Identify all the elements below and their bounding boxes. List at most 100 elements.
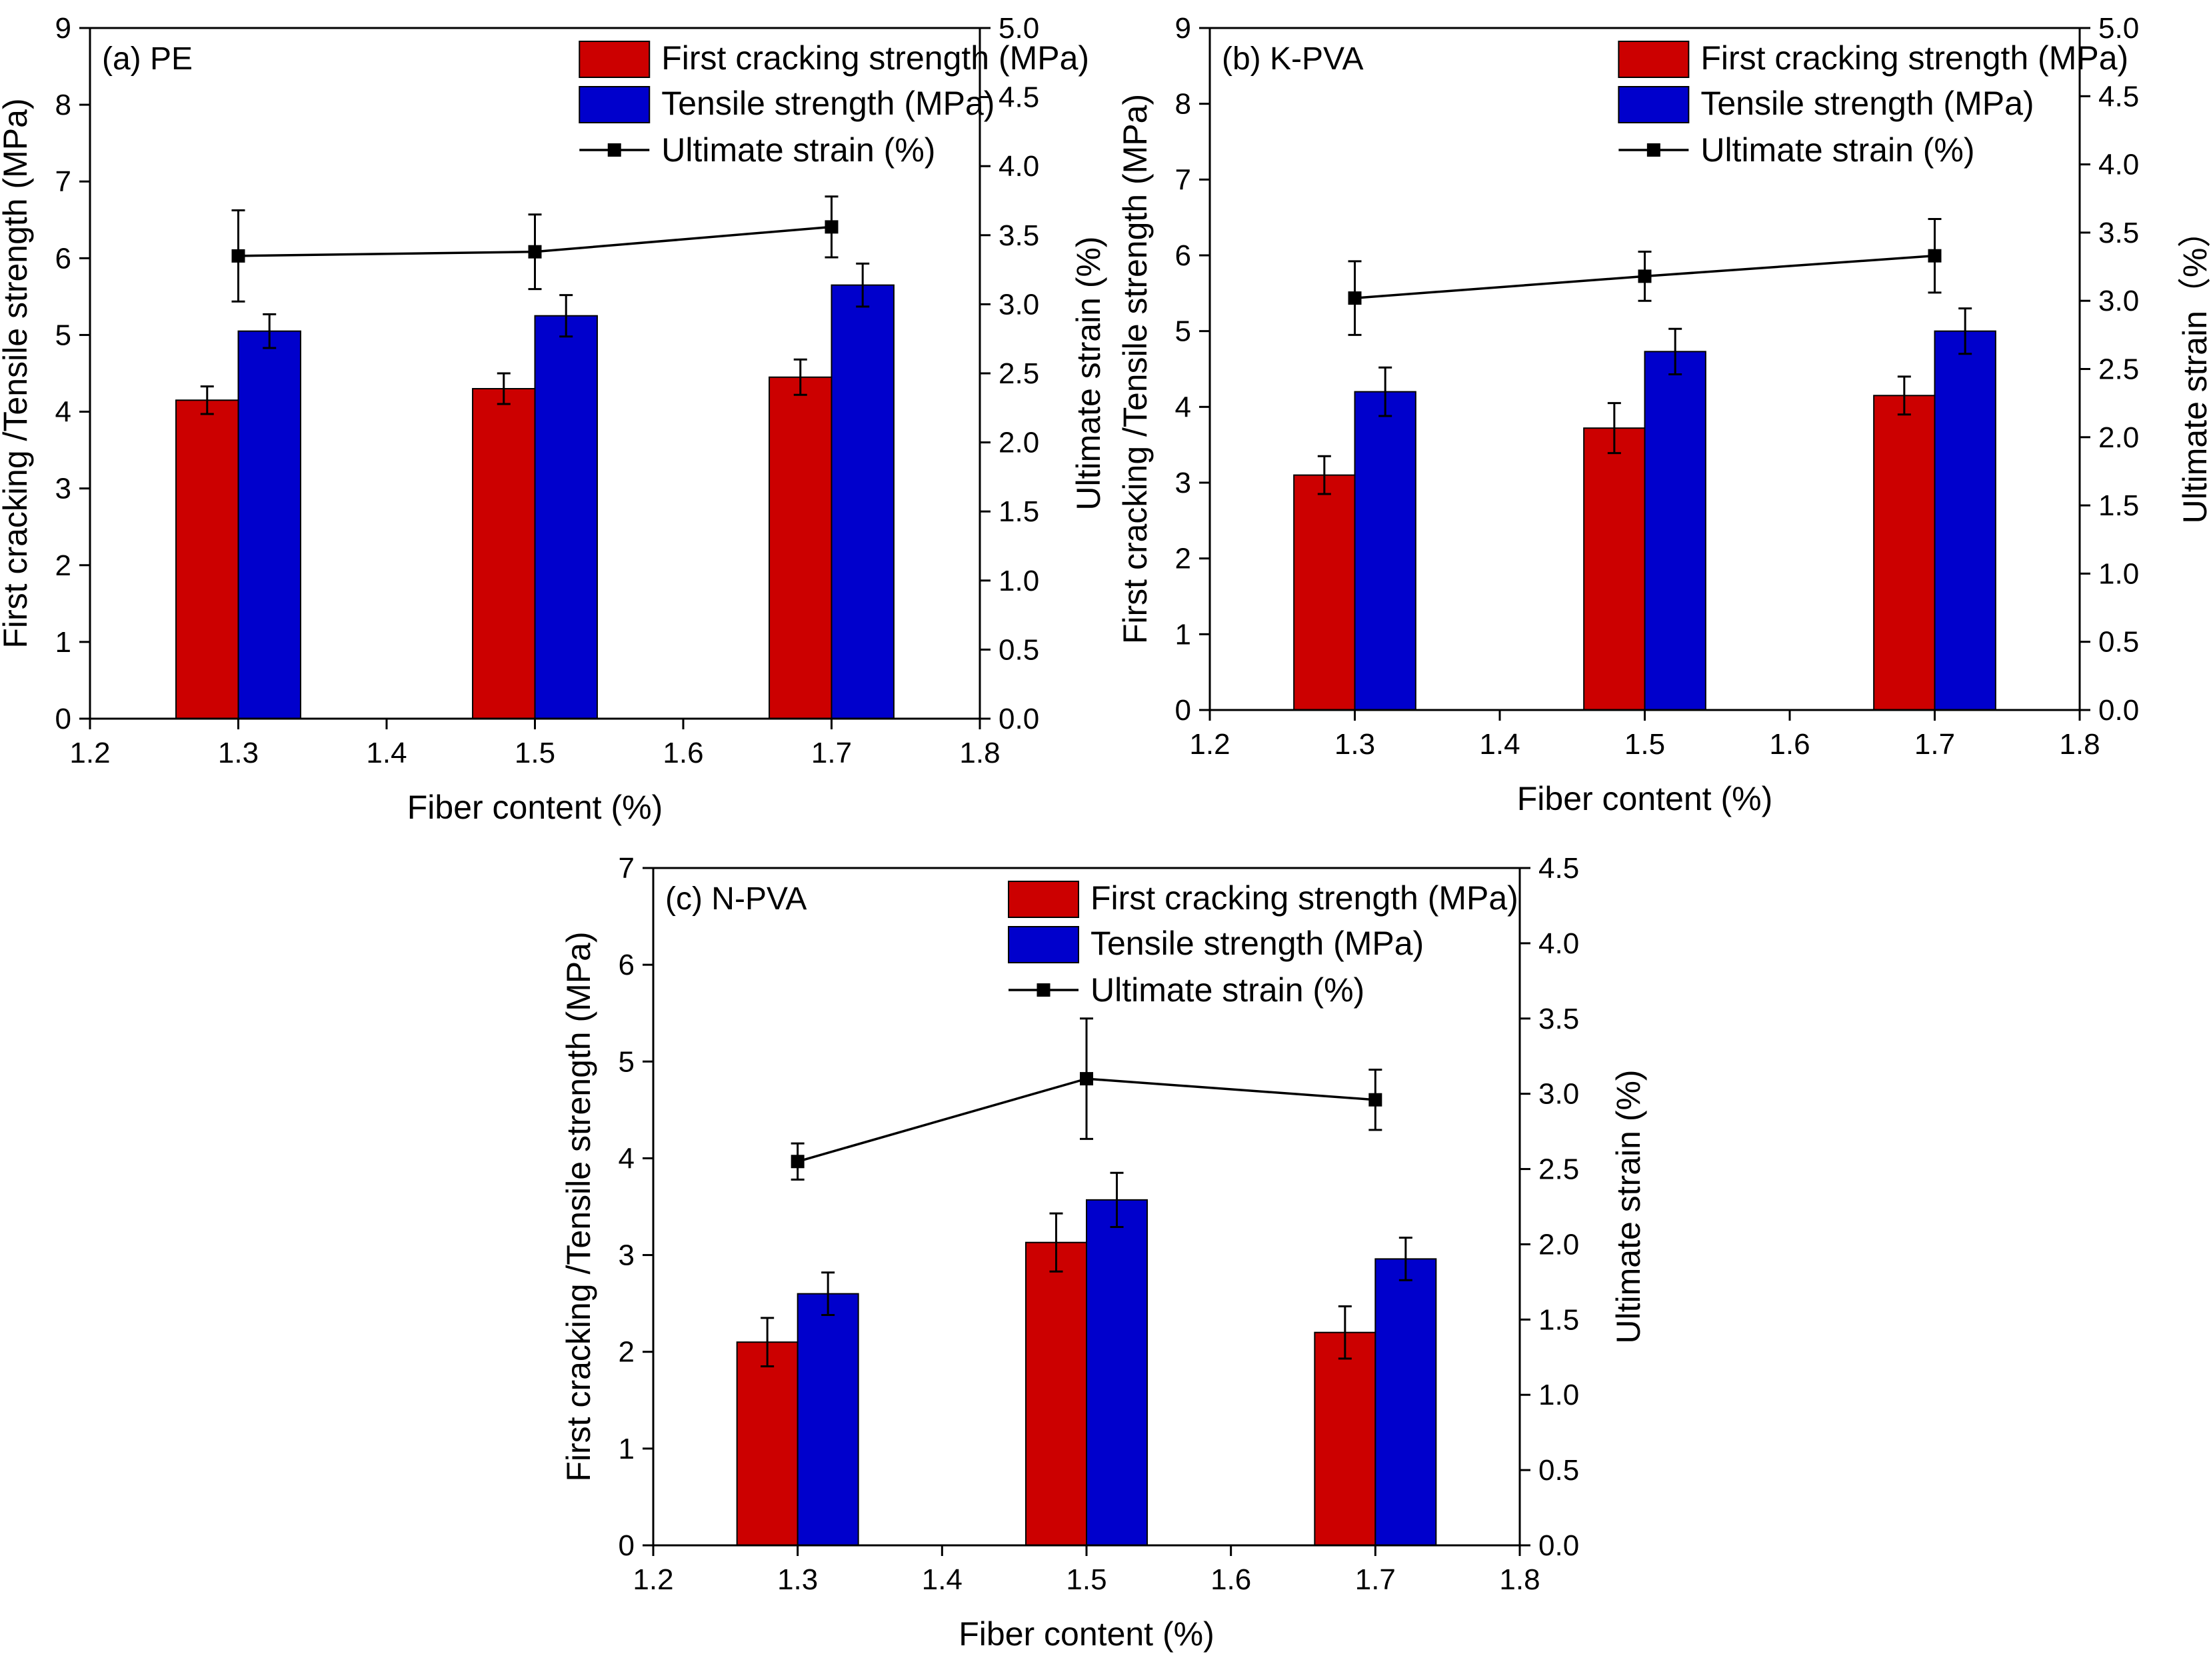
y2-tick-label-5: 2.5: [1538, 1153, 1579, 1186]
y-tick-label-4: 4: [619, 1142, 635, 1175]
legend-label-tensile: Tensile strength (MPa): [1700, 85, 2034, 122]
bar-tensile-0: [797, 1293, 859, 1546]
strain-point-1: [528, 245, 542, 259]
y-tick-label-3: 3: [55, 473, 71, 505]
legend-swatch-tensile: [579, 86, 651, 123]
legend-label-strain: Ultimate strain (%): [1700, 131, 1974, 169]
y-tick-label-1: 1: [619, 1433, 635, 1465]
bar-first-cracking-0: [736, 1341, 799, 1546]
x-tick-label-4: 1.6: [1769, 728, 1810, 761]
chart-panel-n-pva: 1.2 1.3 1.4 1.5 1.6 1.7 1.8 0 1 2 3 4 5 6 7 0.0 0.5 1.0 1.…: [560, 852, 1647, 1653]
y2-tick-label-3: 1.5: [1538, 1303, 1579, 1336]
strain-point-1: [1638, 269, 1652, 283]
bar-first-cracking-0: [1293, 474, 1356, 711]
y-tick-label-3: 3: [619, 1239, 635, 1272]
y2-axis-title: Ultimate strain (%): [1610, 1069, 1647, 1343]
strain-point-2: [825, 220, 839, 234]
x-tick-label-1: 1.3: [777, 1563, 818, 1596]
y-tick-label-9: 9: [1175, 12, 1191, 45]
y-tick-label-5: 5: [1175, 315, 1191, 348]
y-tick-label-5: 5: [55, 319, 71, 351]
y-tick-label-4: 4: [1175, 391, 1191, 423]
strain-point-1: [1080, 1072, 1093, 1086]
bar-tensile-1: [1644, 351, 1706, 711]
x-tick-label-1: 1.3: [218, 737, 259, 769]
bar-tensile-0: [237, 330, 301, 719]
x-tick-label-2: 1.4: [1479, 728, 1520, 761]
x-tick-label-5: 1.7: [1914, 728, 1955, 761]
x-tick-label-0: 1.2: [1189, 728, 1230, 761]
y2-tick-label-2: 1.0: [2098, 557, 2139, 590]
y2-axis-title: Ultimate strain (%): [1070, 236, 1107, 510]
bar-first-cracking-1: [1025, 1241, 1087, 1547]
panel-label: (c) N-PVA: [665, 881, 807, 917]
y2-tick-label-0: 0.0: [2098, 694, 2139, 727]
legend-label-tensile: Tensile strength (MPa): [1091, 925, 1424, 962]
y2-tick-label-10: 5.0: [999, 12, 1039, 45]
y2-tick-label-10: 5.0: [2098, 12, 2139, 45]
y2-tick-label-3: 1.5: [999, 495, 1039, 528]
y-tick-label-0: 0: [619, 1529, 635, 1562]
x-tick-label-5: 1.7: [1355, 1563, 1396, 1596]
strain-point-0: [791, 1155, 805, 1169]
y-tick-label-6: 6: [1175, 239, 1191, 272]
y-tick-label-4: 4: [55, 396, 71, 429]
y2-tick-label-7: 3.5: [2098, 217, 2139, 249]
y2-tick-label-7: 3.5: [1538, 1003, 1579, 1035]
y2-tick-label-6: 3.0: [2098, 285, 2139, 317]
y2-axis-title: Ultimate strain（%）: [2176, 215, 2211, 524]
x-axis-title: Fiber content (%): [407, 789, 663, 826]
y-tick-label-1: 1: [1175, 618, 1191, 651]
y2-tick-label-1: 0.5: [1538, 1454, 1579, 1487]
legend-marker-strain: [1037, 983, 1051, 997]
legend-label-strain: Ultimate strain (%): [1091, 971, 1364, 1009]
y2-tick-label-4: 2.0: [1538, 1228, 1579, 1261]
legend-marker-strain: [1646, 143, 1660, 157]
legend-swatch-first-cracking: [1008, 881, 1079, 918]
x-tick-label-6: 1.8: [959, 737, 1000, 769]
y-tick-label-7: 7: [1175, 163, 1191, 196]
y-tick-label-0: 0: [55, 703, 71, 735]
bar-tensile-2: [1934, 330, 1996, 711]
y-tick-label-7: 7: [55, 165, 71, 198]
chart-panel-k-pva: 1.2 1.3 1.4 1.5 1.6 1.7 1.8 0 1 2 3 4 5 6 7 8 9 0.0 0.5 1.0…: [1116, 12, 2211, 817]
panel-label: (b) K-PVA: [1222, 41, 1363, 77]
legend-swatch-tensile: [1618, 86, 1690, 123]
bar-first-cracking-1: [472, 388, 536, 719]
legend-label-tensile: Tensile strength (MPa): [661, 85, 995, 122]
y2-tick-label-5: 2.5: [999, 357, 1039, 390]
bar-first-cracking-2: [769, 376, 833, 719]
y2-tick-label-2: 1.0: [1538, 1379, 1579, 1411]
panel-label: (a) PE: [102, 41, 193, 77]
legend-label-first-cracking: First cracking strength (MPa): [1700, 39, 2128, 77]
bar-first-cracking-2: [1314, 1331, 1376, 1546]
x-tick-label-3: 1.5: [515, 737, 555, 769]
x-tick-label-2: 1.4: [922, 1563, 963, 1596]
y-axis-title: First cracking /Tensile strength (MPa): [1116, 94, 1154, 644]
bar-tensile-0: [1354, 391, 1416, 711]
y2-tick-label-2: 1.0: [999, 565, 1039, 597]
y-tick-label-7: 7: [619, 852, 635, 885]
y-tick-label-6: 6: [55, 242, 71, 275]
legend-marker-strain: [607, 143, 621, 157]
y-axis-title: First cracking /Tensile strength (MPa): [0, 98, 34, 648]
legend-label-first-cracking: First cracking strength (MPa): [661, 39, 1089, 77]
legend-swatch-first-cracking: [579, 41, 651, 78]
x-tick-label-4: 1.6: [1210, 1563, 1251, 1596]
y-tick-label-3: 3: [1175, 467, 1191, 499]
y-tick-label-2: 2: [55, 549, 71, 582]
y-tick-label-2: 2: [1175, 543, 1191, 575]
x-axis-title: Fiber content (%): [959, 1615, 1214, 1653]
x-axis-title: Fiber content (%): [1517, 780, 1772, 817]
y2-tick-label-9: 4.5: [2098, 80, 2139, 113]
strain-point-2: [1368, 1093, 1382, 1107]
legend-label-first-cracking: First cracking strength (MPa): [1091, 879, 1518, 917]
y-axis-title: First cracking /Tensile strength (MPa): [560, 931, 597, 1481]
y2-tick-label-1: 0.5: [2098, 626, 2139, 659]
bar-tensile-1: [1086, 1199, 1148, 1546]
x-tick-label-2: 1.4: [366, 737, 407, 769]
x-tick-label-3: 1.5: [1624, 728, 1665, 761]
bar-first-cracking-0: [175, 399, 239, 719]
y-tick-label-6: 6: [619, 949, 635, 981]
bar-first-cracking-1: [1583, 427, 1646, 711]
